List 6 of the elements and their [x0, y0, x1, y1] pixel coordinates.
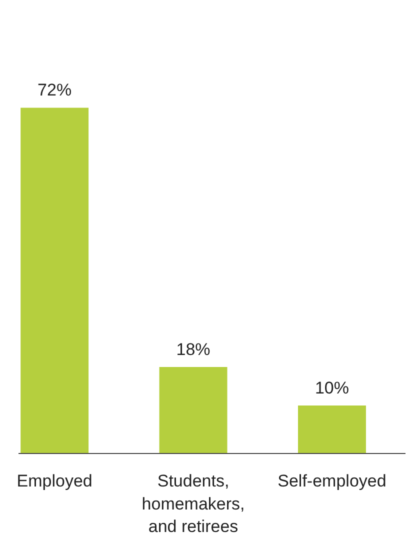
- x-tick-label: Students, homemakers, and retirees: [142, 472, 245, 536]
- x-tick-label: Employed: [16, 472, 92, 490]
- data-label: 18%: [176, 340, 210, 360]
- x-tick-label: Self-employed: [278, 472, 386, 490]
- data-label: 10%: [314, 378, 350, 398]
- data-label: 72%: [38, 80, 72, 100]
